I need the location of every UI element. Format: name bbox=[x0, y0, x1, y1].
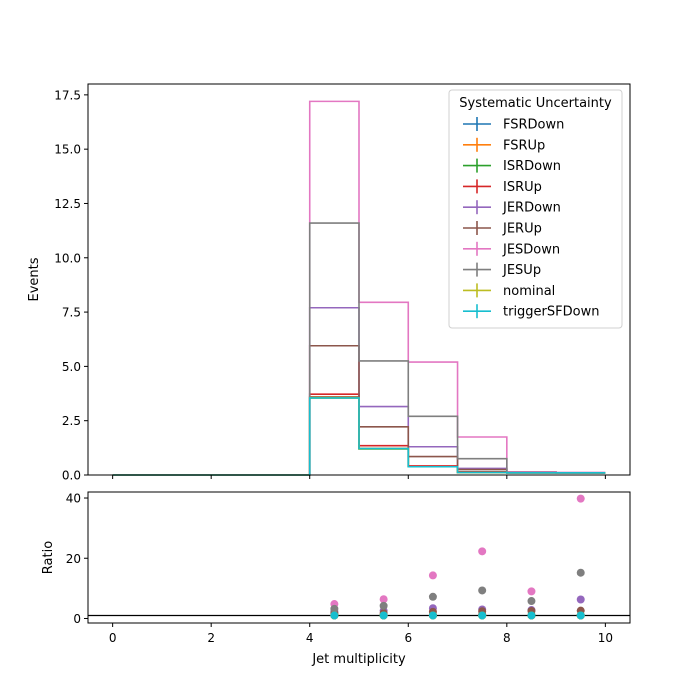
legend-label: JERDown bbox=[502, 201, 561, 216]
ratio-y-axis-label: Ratio bbox=[41, 541, 56, 574]
legend-entry-fsrup: FSRUp bbox=[463, 137, 545, 153]
ratio-x-tick-label: 8 bbox=[503, 631, 511, 645]
main-panel: 0.0 2.5 5.0 7.5 10.0 12.5 15.0 17.5 Events Syst… bbox=[27, 83, 631, 483]
ratio-y-tick-label: 0 bbox=[73, 612, 81, 626]
ratio-point bbox=[428, 571, 437, 580]
ratio-x-tick-label: 2 bbox=[207, 631, 215, 645]
ratio-point bbox=[576, 595, 585, 604]
ratio-x-tick-label: 4 bbox=[306, 631, 314, 645]
ratio-point bbox=[379, 601, 388, 610]
ratio-series-jerdown bbox=[330, 595, 585, 616]
ratio-panel: 0 2 4 6 8 10 0 20 40 Jet multiplicity Ratio bbox=[41, 491, 631, 667]
ratio-points bbox=[330, 494, 585, 620]
ratio-series-jesup bbox=[330, 568, 585, 613]
legend-entry-jerdown: JERDown bbox=[463, 200, 561, 216]
ratio-point bbox=[379, 595, 388, 604]
legend-entry-isrdown: ISRDown bbox=[463, 158, 561, 174]
ratio-point bbox=[379, 611, 388, 620]
legend-label: ISRUp bbox=[503, 180, 542, 195]
legend-title: Systematic Uncertainty bbox=[459, 96, 612, 111]
legend-label: triggerSFDown bbox=[503, 305, 599, 320]
legend-label: nominal bbox=[503, 284, 555, 299]
ratio-point bbox=[478, 611, 487, 620]
main-y-tick-label: 15.0 bbox=[54, 143, 81, 157]
main-y-tick-label: 12.5 bbox=[54, 197, 81, 211]
ratio-y-tick-label: 40 bbox=[66, 492, 81, 506]
main-x-ticks bbox=[112, 475, 606, 479]
ratio-point bbox=[478, 547, 487, 556]
legend-label: JERUp bbox=[502, 222, 542, 237]
legend-label: JESUp bbox=[502, 263, 541, 278]
ratio-point bbox=[527, 597, 536, 606]
legend-box bbox=[448, 89, 623, 329]
legend-label: JESDown bbox=[502, 242, 560, 257]
series-step-triggersfdown bbox=[112, 397, 606, 476]
legend-label: ISRDown bbox=[503, 159, 561, 174]
ratio-x-axis-label: Jet multiplicity bbox=[311, 652, 406, 667]
ratio-x-ticks: 0 2 4 6 8 10 bbox=[109, 623, 613, 645]
ratio-x-tick-label: 0 bbox=[109, 631, 117, 645]
main-y-tick-label: 0.0 bbox=[62, 469, 81, 483]
ratio-y-tick-label: 20 bbox=[66, 552, 81, 566]
legend-entries: FSRDown FSRUp ISRDown ISRUp JERDown JERUp JESD… bbox=[463, 117, 599, 320]
ratio-point bbox=[576, 611, 585, 620]
main-y-axis-label: Events bbox=[27, 257, 42, 301]
ratio-point bbox=[576, 494, 585, 503]
ratio-x-tick-label: 6 bbox=[404, 631, 412, 645]
legend-entry-triggersfdown: triggerSFDown bbox=[463, 304, 599, 320]
ratio-series-jesdown bbox=[330, 494, 585, 609]
ratio-point bbox=[428, 592, 437, 601]
ratio-point bbox=[527, 611, 536, 620]
legend-entry-jerup: JERUp bbox=[463, 221, 542, 237]
ratio-plot-frame bbox=[87, 491, 631, 624]
legend-entry-fsrdown: FSRDown bbox=[463, 117, 564, 133]
ratio-x-tick-label: 10 bbox=[598, 631, 613, 645]
legend-label: FSRUp bbox=[503, 138, 545, 153]
main-y-tick-label: 2.5 bbox=[62, 414, 81, 428]
legend-entry-jesdown: JESDown bbox=[463, 241, 560, 257]
ratio-point bbox=[478, 586, 487, 595]
main-y-tick-label: 10.0 bbox=[54, 251, 81, 265]
ratio-point bbox=[527, 587, 536, 596]
ratio-y-ticks: 0 20 40 bbox=[66, 492, 88, 626]
ratio-point bbox=[428, 611, 437, 620]
ratio-point bbox=[330, 604, 339, 613]
main-plot-frame bbox=[87, 83, 631, 476]
legend-entry-nominal: nominal bbox=[463, 283, 555, 299]
legend-label: FSRDown bbox=[503, 118, 564, 133]
main-y-tick-label: 5.0 bbox=[62, 360, 81, 374]
ratio-series-triggersfdown bbox=[330, 611, 585, 620]
ratio-point bbox=[330, 611, 339, 620]
legend: Systematic Uncertainty FSRDown FSRUp ISRDo… bbox=[448, 89, 623, 329]
main-y-tick-label: 17.5 bbox=[54, 88, 81, 102]
legend-entry-jesup: JESUp bbox=[463, 262, 541, 278]
legend-entry-isrup: ISRUp bbox=[463, 179, 542, 195]
ratio-point bbox=[576, 568, 585, 577]
main-y-tick-label: 7.5 bbox=[62, 306, 81, 320]
main-y-ticks: 0.0 2.5 5.0 7.5 10.0 12.5 15.0 17.5 bbox=[54, 88, 88, 483]
